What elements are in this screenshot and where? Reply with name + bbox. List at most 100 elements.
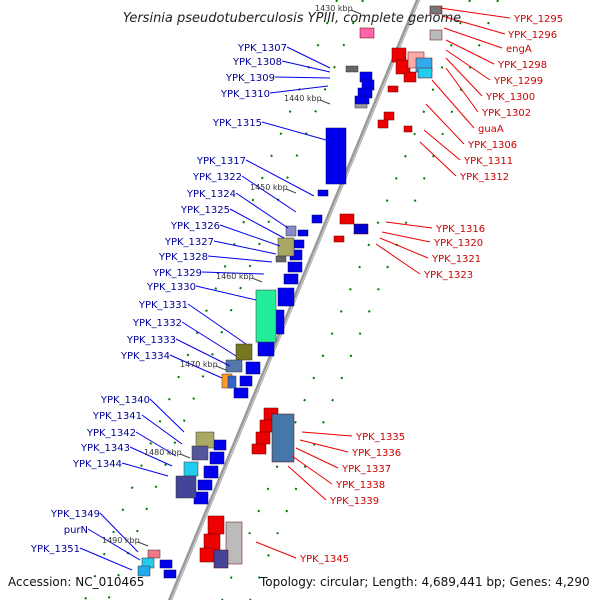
kbp-tick-mark xyxy=(350,9,362,15)
gene-label-right: YPK_1345 xyxy=(299,554,349,565)
reverse-gene xyxy=(207,515,225,535)
left-leader-line xyxy=(281,60,331,73)
gene-label-left: YPK_1322 xyxy=(192,172,242,183)
gene-label-right: YPK_1295 xyxy=(513,14,563,25)
gene-label-right: YPK_1302 xyxy=(481,108,531,119)
reverse-gene xyxy=(271,413,295,463)
gene-label-left: YPK_1351 xyxy=(30,544,80,555)
reverse-gene xyxy=(359,27,375,39)
reverse-gene xyxy=(417,67,433,79)
special-gene xyxy=(225,359,243,373)
gene-label-right: YPK_1336 xyxy=(351,448,401,459)
special-gene xyxy=(277,237,295,257)
left-leader-line xyxy=(141,414,183,445)
left-leader-line xyxy=(219,224,281,247)
gene-label-left: YPK_1333 xyxy=(126,335,176,346)
right-leader-line xyxy=(375,243,421,275)
right-leader-line xyxy=(431,79,475,129)
gene-label-left: YPK_1342 xyxy=(86,428,136,439)
left-leader-line xyxy=(269,85,329,94)
special-gene xyxy=(255,289,277,343)
reverse-gene xyxy=(199,547,215,563)
kbp-tick-label: 1450 kbp xyxy=(250,183,288,192)
gene-label-right: YPK_1320 xyxy=(433,238,483,249)
left-leader-line xyxy=(87,528,141,561)
special-gene xyxy=(191,445,209,461)
reverse-gene xyxy=(403,71,417,83)
reverse-gene xyxy=(403,125,413,133)
left-leader-line xyxy=(187,303,247,345)
gene-label-left: YPK_1310 xyxy=(220,89,270,100)
left-leader-line xyxy=(169,354,223,379)
forward-gene xyxy=(159,559,173,569)
forward-gene xyxy=(287,261,303,273)
gene-label-left: YPK_1308 xyxy=(232,57,282,68)
right-leader-line xyxy=(445,49,491,81)
kbp-tick-mark xyxy=(137,541,149,547)
left-leader-line xyxy=(79,547,133,571)
gene-label-right: YPK_1296 xyxy=(507,30,557,41)
forward-gene xyxy=(297,229,309,237)
right-leader-line xyxy=(425,103,465,145)
special-gene xyxy=(354,103,368,109)
right-leader-line xyxy=(445,57,483,97)
reverse-gene xyxy=(225,521,243,565)
right-leader-line xyxy=(255,541,297,559)
page-title: Yersinia pseudotuberculosis YPIII, compl… xyxy=(123,11,461,26)
special-gene xyxy=(227,375,237,389)
forward-gene xyxy=(213,439,227,451)
right-leader-line xyxy=(291,455,333,485)
gene-label-left: YPK_1328 xyxy=(158,252,208,263)
gene-label-right: YPK_1339 xyxy=(329,496,379,507)
left-leader-line xyxy=(175,338,231,367)
gene-label-right: guaA xyxy=(478,124,504,135)
right-leader-line xyxy=(295,447,339,469)
right-leader-line xyxy=(445,67,479,113)
gene-label-left: YPK_1307 xyxy=(237,43,287,54)
left-leader-line xyxy=(286,46,331,69)
gene-label-left: YPK_1317 xyxy=(196,156,246,167)
gene-label-left: YPK_1332 xyxy=(132,318,182,329)
reverse-gene xyxy=(251,443,267,455)
forward-gene xyxy=(245,361,261,375)
forward-gene xyxy=(239,375,253,387)
gene-label-left: YPK_1309 xyxy=(225,73,275,84)
forward-gene xyxy=(163,569,177,579)
gene-label-right: engA xyxy=(506,44,532,55)
left-leader-line xyxy=(181,321,237,357)
forward-gene xyxy=(293,239,305,249)
forward-gene xyxy=(325,127,347,185)
gene-label-left: YPK_1349 xyxy=(50,509,100,520)
gene-label-left: YPK_1327 xyxy=(164,237,214,248)
right-leader-line xyxy=(445,39,495,65)
kbp-tick-label: 1470 kbp xyxy=(180,360,218,369)
gene-label-right: YPK_1335 xyxy=(355,432,405,443)
genome-backbone-highlight xyxy=(170,0,420,600)
left-leader-line xyxy=(121,462,169,477)
forward-gene xyxy=(283,273,299,285)
reverse-gene xyxy=(255,431,271,445)
forward-gene xyxy=(233,387,249,399)
left-leader-line xyxy=(235,192,289,229)
left-leader-line xyxy=(99,512,139,553)
right-leader-line xyxy=(419,141,457,177)
right-leader-line xyxy=(385,221,433,229)
kbp-tick-mark xyxy=(285,188,297,194)
gene-label-left: YPK_1324 xyxy=(186,189,236,200)
special-gene xyxy=(195,431,215,449)
left-leader-line xyxy=(274,76,331,79)
forward-gene xyxy=(203,465,219,479)
gene-label-left: YPK_1331 xyxy=(138,300,188,311)
kbp-tick-label: 1490 kbp xyxy=(102,536,140,545)
reverse-gene xyxy=(387,85,399,93)
gene-label-right: YPK_1306 xyxy=(467,140,517,151)
right-leader-line xyxy=(381,231,431,243)
kbp-tick-mark xyxy=(319,99,331,105)
reverse-gene xyxy=(429,5,443,15)
left-leader-line xyxy=(245,159,315,197)
reverse-gene xyxy=(377,119,389,129)
right-leader-line xyxy=(423,129,461,161)
reverse-gene xyxy=(213,549,229,569)
gene-label-right: YPK_1338 xyxy=(335,480,385,491)
